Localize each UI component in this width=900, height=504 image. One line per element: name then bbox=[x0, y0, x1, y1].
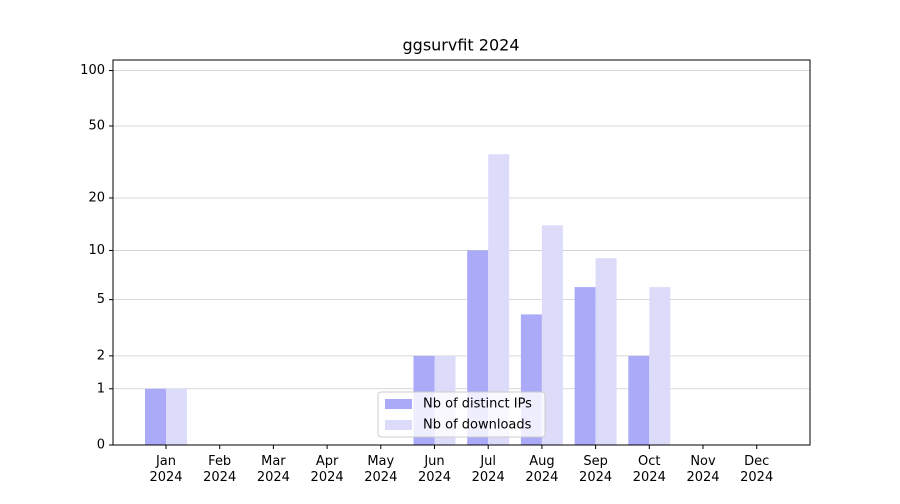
bar bbox=[649, 287, 671, 445]
y-tick-label: 10 bbox=[88, 243, 105, 258]
x-tick-label-line: 2024 bbox=[686, 470, 719, 485]
y-tick-label: 50 bbox=[88, 118, 105, 133]
legend-swatch bbox=[385, 420, 412, 430]
legend-label: Nb of downloads bbox=[423, 418, 532, 433]
x-tick-label-line: 2024 bbox=[472, 470, 505, 485]
legend-swatch bbox=[385, 399, 412, 409]
x-tick-label: Nov 2024 bbox=[686, 454, 719, 485]
x-tick-label: Apr 2024 bbox=[311, 454, 344, 485]
x-tick-label-line: Jul bbox=[479, 454, 496, 469]
y-tick-label: 0 bbox=[97, 438, 105, 453]
x-tick-label-line: 2024 bbox=[418, 470, 451, 485]
x-tick-label: Jun 2024 bbox=[418, 454, 451, 485]
chart-title: ggsurvfit 2024 bbox=[403, 36, 520, 55]
x-tick-label-line: Jun bbox=[423, 454, 444, 469]
x-tick-label-line: 2024 bbox=[364, 470, 397, 485]
x-tick-label-line: 2024 bbox=[257, 470, 290, 485]
x-tick-label-line: Dec bbox=[744, 454, 769, 469]
bar bbox=[145, 388, 166, 445]
x-tick-label-line: 2024 bbox=[311, 470, 344, 485]
x-tick-label: Aug 2024 bbox=[525, 454, 558, 485]
x-tick-label-line: 2024 bbox=[740, 470, 773, 485]
bar bbox=[488, 154, 510, 445]
bar bbox=[541, 225, 563, 445]
plot-frame bbox=[112, 59, 811, 446]
x-tick-label-line: 2024 bbox=[579, 470, 612, 485]
x-tick-label-line: May bbox=[367, 454, 394, 469]
x-tick-label-line: 2024 bbox=[633, 470, 666, 485]
y-tick-label: 2 bbox=[97, 348, 105, 363]
x-tick-label: Feb 2024 bbox=[203, 454, 236, 485]
x-tick-label-line: Oct bbox=[638, 454, 660, 469]
x-tick-label: Oct 2024 bbox=[633, 454, 666, 485]
bar bbox=[166, 388, 187, 445]
x-tick-label-line: 2024 bbox=[525, 470, 558, 485]
x-tick-label: Jul 2024 bbox=[472, 454, 505, 485]
x-tick-label-line: Mar bbox=[261, 454, 286, 469]
x-tick-label-line: Feb bbox=[208, 454, 231, 469]
y-tick-label: 5 bbox=[97, 292, 105, 307]
bar bbox=[574, 287, 596, 445]
legend-label: Nb of distinct IPs bbox=[423, 397, 532, 412]
y-tick-label: 1 bbox=[97, 381, 105, 396]
x-tick-label-line: 2024 bbox=[149, 470, 182, 485]
x-tick-label: May 2024 bbox=[364, 454, 397, 485]
bar bbox=[628, 355, 650, 445]
y-tick-label: 20 bbox=[88, 190, 105, 205]
x-tick-label: Jan 2024 bbox=[149, 454, 182, 485]
x-tick-label-line: Nov bbox=[690, 454, 716, 469]
x-tick-label: Sep 2024 bbox=[579, 454, 612, 485]
bar bbox=[595, 258, 617, 445]
x-tick-label: Mar 2024 bbox=[257, 454, 290, 485]
x-tick-label-line: Jan bbox=[155, 454, 176, 469]
x-tick-label-line: Sep bbox=[583, 454, 608, 469]
legend-box bbox=[377, 391, 546, 438]
x-tick-label-line: 2024 bbox=[203, 470, 236, 485]
x-tick-label-line: Aug bbox=[529, 454, 554, 469]
x-tick-label: Dec 2024 bbox=[740, 454, 773, 485]
x-tick-label-line: Apr bbox=[316, 454, 339, 469]
y-tick-label: 100 bbox=[80, 63, 105, 78]
